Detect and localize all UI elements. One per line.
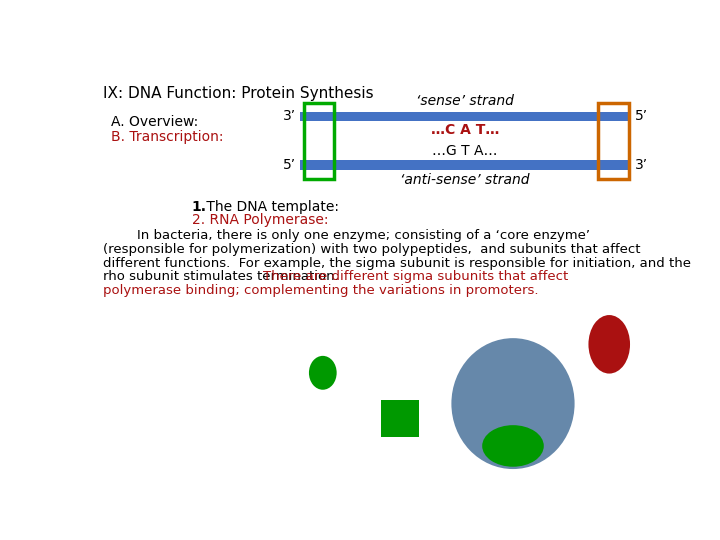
Bar [300, 160, 631, 170]
Text: B. Transcription:: B. Transcription: [111, 130, 223, 144]
Text: 3’: 3’ [283, 110, 296, 123]
Text: IX: DNA Function: Protein Synthesis: IX: DNA Function: Protein Synthesis [104, 86, 374, 102]
Ellipse shape [588, 315, 630, 374]
Text: In bacteria, there is only one enzyme; consisting of a ‘core enzyme’: In bacteria, there is only one enzyme; c… [104, 229, 590, 242]
Text: ‘anti-sense’ strand: ‘anti-sense’ strand [400, 173, 530, 187]
Text: 3’: 3’ [634, 158, 648, 172]
Text: …G T A…: …G T A… [433, 145, 498, 159]
Text: rho subunit stimulates termination.: rho subunit stimulates termination. [104, 271, 348, 284]
Bar [381, 400, 419, 437]
Text: different functions.  For example, the sigma subunit is responsible for initiati: different functions. For example, the si… [104, 256, 691, 269]
Text: (responsible for polymerization) with two polypeptides,  and subunits that affec: (responsible for polymerization) with tw… [104, 242, 641, 255]
Bar [598, 103, 629, 179]
Text: 1.: 1. [192, 200, 207, 213]
Bar [304, 103, 334, 179]
Text: …C A T…: …C A T… [431, 123, 500, 137]
Text: The DNA template:: The DNA template: [202, 200, 339, 213]
Ellipse shape [309, 356, 337, 390]
Text: A. Overview:: A. Overview: [111, 115, 198, 129]
Text: There are different sigma subunits that affect: There are different sigma subunits that … [263, 271, 568, 284]
Ellipse shape [451, 338, 575, 469]
Text: 5’: 5’ [634, 110, 648, 123]
Text: 2. RNA Polymerase:: 2. RNA Polymerase: [192, 213, 328, 227]
Text: polymerase binding; complementing the variations in promoters.: polymerase binding; complementing the va… [104, 284, 539, 297]
Bar [300, 112, 631, 121]
Text: 5’: 5’ [283, 158, 296, 172]
Text: ‘sense’ strand: ‘sense’ strand [416, 94, 514, 108]
Ellipse shape [482, 425, 544, 467]
